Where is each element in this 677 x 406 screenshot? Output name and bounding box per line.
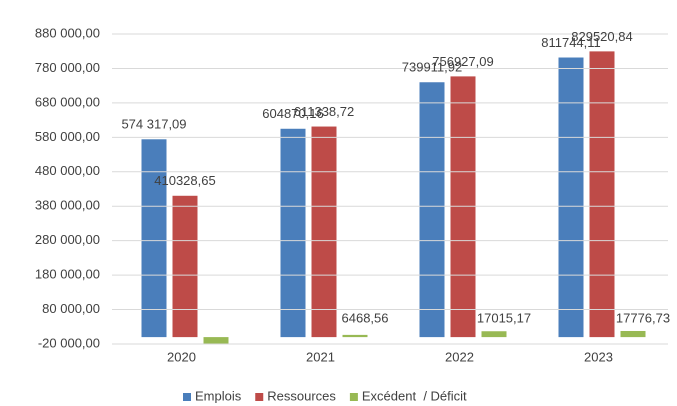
bar bbox=[311, 126, 337, 338]
bar bbox=[558, 57, 584, 338]
legend-label: Ressources bbox=[267, 388, 336, 403]
y-tick-label: 380 000,00 bbox=[35, 198, 100, 213]
plot-area bbox=[141, 51, 646, 344]
y-tick-label: 80 000,00 bbox=[42, 301, 100, 316]
y-tick-label: 680 000,00 bbox=[35, 94, 100, 109]
data-label: 829520,84 bbox=[571, 29, 632, 44]
legend-label: Emplois bbox=[195, 388, 242, 403]
bar bbox=[280, 128, 306, 338]
data-label: 604870,16 bbox=[262, 106, 323, 121]
bar bbox=[141, 139, 167, 338]
y-tick-label: 480 000,00 bbox=[35, 163, 100, 178]
data-label: 756927,09 bbox=[432, 54, 493, 69]
bar bbox=[450, 76, 476, 338]
data-label: 811744,11 bbox=[541, 35, 601, 50]
bar bbox=[203, 337, 229, 344]
data-label: 739911,92 bbox=[402, 60, 463, 75]
x-tick-label: 2021 bbox=[306, 349, 335, 364]
x-tick-label: 2022 bbox=[445, 349, 474, 364]
data-label: 410328,65 bbox=[154, 173, 215, 188]
data-label: 6468,56 bbox=[342, 311, 389, 326]
legend-swatch bbox=[349, 393, 358, 401]
y-tick-label: 580 000,00 bbox=[35, 129, 100, 144]
data-label: 574 317,09 bbox=[121, 117, 186, 132]
y-tick-label: -20 000,00 bbox=[38, 335, 100, 350]
bar bbox=[620, 330, 646, 338]
bar bbox=[419, 82, 445, 338]
bar bbox=[342, 334, 368, 338]
data-label: 611338,72 bbox=[294, 104, 355, 119]
data-label: 17015,17 bbox=[477, 311, 531, 326]
legend-swatch bbox=[255, 393, 264, 401]
legend-swatch bbox=[183, 393, 191, 401]
y-tick-label: 880 000,00 bbox=[35, 25, 100, 40]
data-label: 17776,73 bbox=[616, 311, 670, 326]
bar bbox=[589, 51, 615, 338]
y-tick-label: 780 000,00 bbox=[35, 60, 100, 75]
legend-label: Excédent / Déficit bbox=[362, 388, 467, 403]
y-tick-label: 280 000,00 bbox=[35, 232, 100, 247]
bar bbox=[172, 195, 198, 338]
x-tick-label: 2020 bbox=[167, 349, 196, 364]
x-tick-label: 2023 bbox=[584, 349, 613, 364]
bar bbox=[481, 331, 507, 338]
y-tick-label: 180 000,00 bbox=[35, 267, 100, 282]
